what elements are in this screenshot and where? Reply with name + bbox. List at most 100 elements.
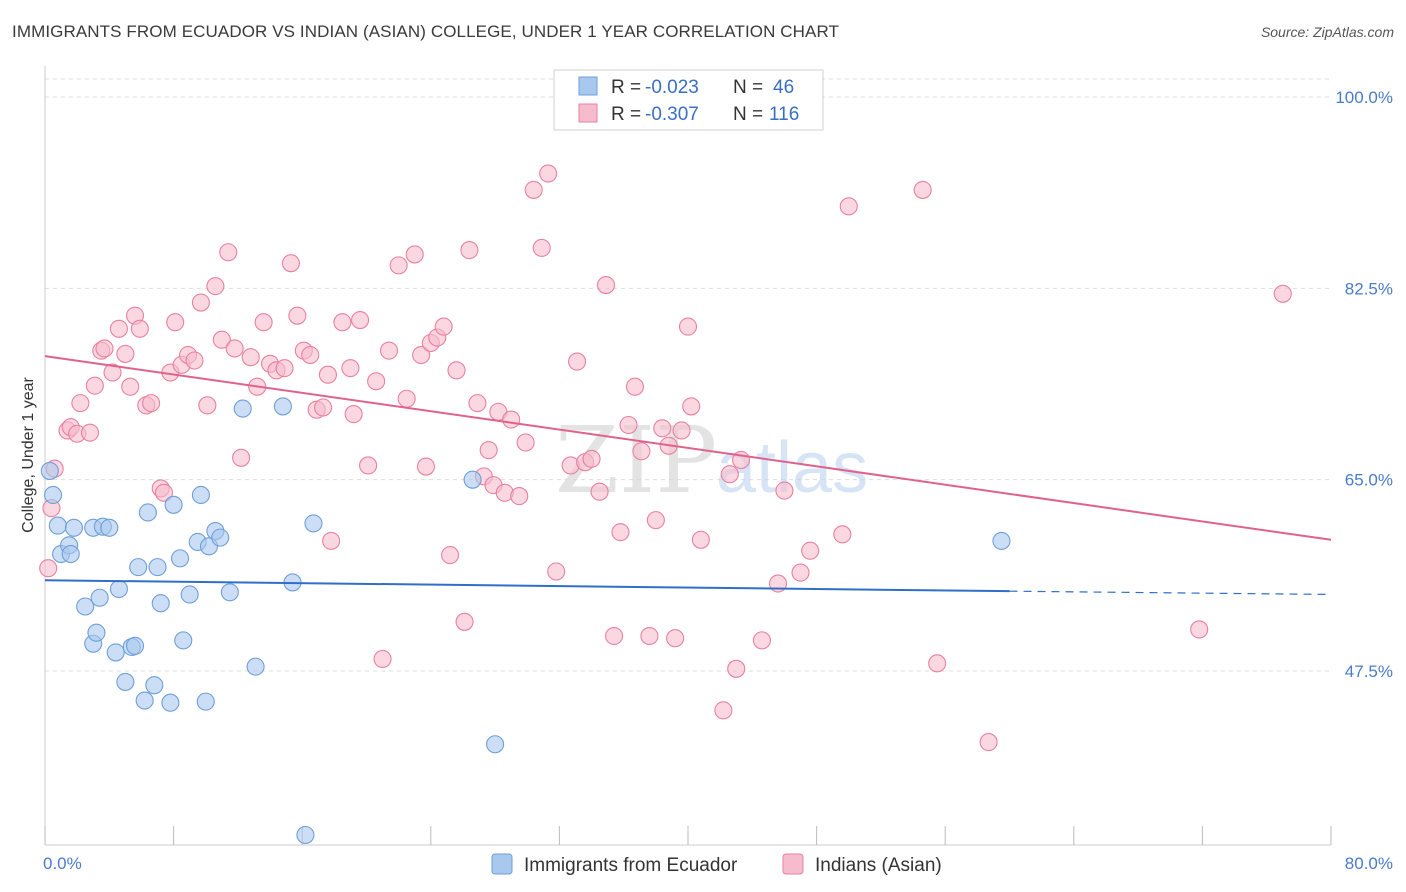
indian-point xyxy=(359,456,378,475)
indian-point xyxy=(801,541,820,560)
ecuador-point xyxy=(170,549,190,568)
ecuador-point xyxy=(106,643,125,662)
indian-point xyxy=(288,306,307,325)
indian-point xyxy=(568,352,587,371)
trend-lines xyxy=(44,355,1332,596)
indian-point xyxy=(678,317,698,336)
indian-point xyxy=(397,389,416,408)
bottom-legend-swatch-ecuador xyxy=(491,853,513,875)
indian-point xyxy=(502,410,521,429)
legend-swatch-indian xyxy=(578,103,598,123)
indian-point xyxy=(605,626,624,646)
indian-point xyxy=(646,511,665,530)
indian-point xyxy=(510,487,529,506)
indian-point xyxy=(232,448,251,467)
indian-point xyxy=(682,397,701,416)
series-indians-asian xyxy=(39,87,1292,752)
ecuador-point xyxy=(196,692,215,711)
indian-point xyxy=(198,396,217,415)
indian-point xyxy=(367,372,386,391)
indian-point xyxy=(691,530,710,549)
indian-point xyxy=(333,313,352,332)
ecuador-point xyxy=(486,735,505,754)
indian-point xyxy=(130,319,149,338)
legend-r-value-indian: -0.307 xyxy=(645,104,699,125)
legend-n-value-ecuador: 46 xyxy=(773,77,794,98)
series-immigrants-from-ecuador xyxy=(40,397,1011,845)
indian-point xyxy=(720,465,739,484)
tick-labels: 47.5% 65.0% 82.5% 100.0% 0.0% 80.0% xyxy=(43,88,1393,873)
ecuador-point xyxy=(40,461,59,480)
ecuador-point xyxy=(109,579,128,599)
indian-point xyxy=(672,421,691,440)
indian-point xyxy=(727,659,746,678)
indian-point xyxy=(653,419,672,438)
indian-point xyxy=(640,626,659,646)
trend-line-ecuador xyxy=(44,579,1010,593)
ecuador-point xyxy=(161,693,180,712)
indian-point xyxy=(142,394,161,413)
ecuador-point xyxy=(116,672,135,691)
indian-point xyxy=(913,180,932,199)
indian-point xyxy=(455,612,474,631)
indian-point xyxy=(275,359,294,378)
indian-point xyxy=(225,339,244,358)
indian-point xyxy=(479,441,498,460)
y-tick-label: 65.0% xyxy=(1345,471,1393,490)
indian-point xyxy=(281,254,300,273)
axes xyxy=(44,66,1332,846)
stats-legend-box xyxy=(553,69,824,131)
ecuador-point xyxy=(148,558,167,577)
indian-point xyxy=(80,423,100,442)
indian-point xyxy=(839,197,858,216)
ecuador-point xyxy=(151,594,170,613)
indian-point xyxy=(318,365,337,384)
indian-point xyxy=(447,361,466,380)
indian-point xyxy=(351,310,370,330)
indian-point xyxy=(154,483,174,502)
y-axis-label: College, Under 1 year xyxy=(20,377,37,533)
indian-point xyxy=(590,482,609,501)
indian-point xyxy=(596,276,616,295)
ecuador-point xyxy=(64,518,83,537)
indian-point xyxy=(547,562,566,581)
ecuador-point xyxy=(129,558,148,577)
ecuador-point xyxy=(61,544,80,564)
indian-point xyxy=(212,330,231,349)
ecuador-point xyxy=(463,470,482,489)
indian-point xyxy=(85,376,104,395)
indian-point xyxy=(389,256,408,275)
x-tick-label: 0.0% xyxy=(43,854,82,873)
indian-point xyxy=(791,563,810,582)
ecuador-point xyxy=(138,503,157,522)
indian-point xyxy=(625,377,645,396)
indian-point xyxy=(632,442,651,461)
bottom-legend-label-ecuador: Immigrants from Ecuador xyxy=(524,855,738,876)
indian-point xyxy=(103,363,122,382)
indian-point xyxy=(434,317,453,336)
x-tick-label: 80.0% xyxy=(1345,854,1393,873)
indian-point xyxy=(301,345,320,365)
legend-r-value-ecuador: -0.023 xyxy=(645,77,699,98)
indian-point xyxy=(373,649,392,669)
indian-point xyxy=(752,631,771,650)
ecuador-point xyxy=(87,623,106,642)
stats-legend: R = -0.023 N = 46 R = -0.307 N = 116 xyxy=(553,69,824,131)
indian-point xyxy=(206,277,225,296)
y-tick-label: 82.5% xyxy=(1345,279,1393,298)
indian-point xyxy=(539,164,558,183)
indian-point xyxy=(95,339,114,358)
indian-point xyxy=(341,359,360,378)
bottom-legend-swatch-indian xyxy=(782,853,804,875)
indian-point xyxy=(928,654,947,673)
ecuador-point xyxy=(43,485,63,505)
y-tick-label: 100.0% xyxy=(1335,88,1393,107)
chart-title: IMMIGRANTS FROM ECUADOR VS INDIAN (ASIAN… xyxy=(12,22,840,41)
indian-point xyxy=(185,351,204,370)
indian-point xyxy=(979,733,998,752)
indian-point xyxy=(109,319,128,338)
indian-point xyxy=(775,481,794,500)
ecuador-point xyxy=(992,531,1011,550)
legend-swatch-ecuador xyxy=(578,76,598,96)
indian-point xyxy=(532,238,551,257)
